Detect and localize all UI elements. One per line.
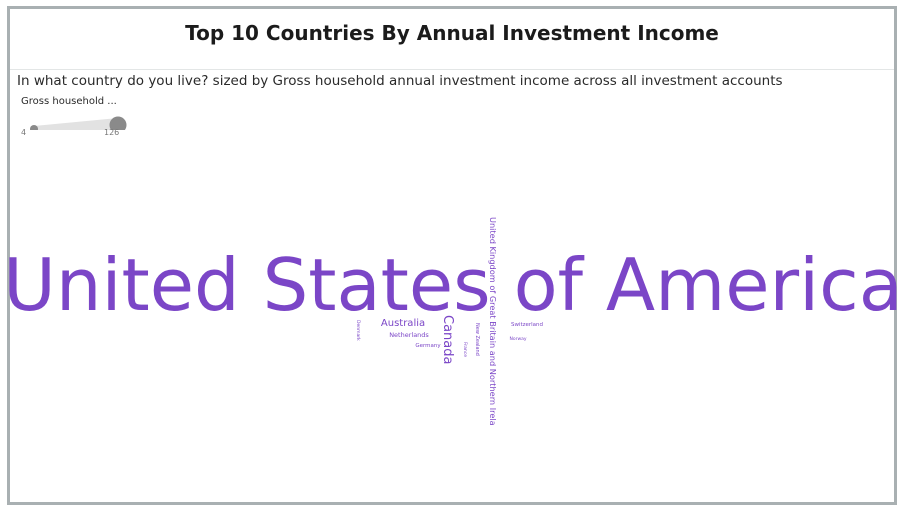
word-new-zealand[interactable]: New Zealand (474, 323, 480, 356)
word-germany[interactable]: Germany (415, 343, 441, 349)
size-legend-max: 126 (104, 128, 120, 137)
size-legend-min: 4 (21, 128, 27, 137)
word-united-states-of-america[interactable]: United States of America (3, 243, 903, 327)
size-legend-band (34, 118, 118, 130)
dashboard-frame: Top 10 Countries By Annual Investment In… (7, 6, 897, 505)
size-legend-min-dot (30, 125, 38, 130)
size-legend-title[interactable]: Gross household ... (21, 96, 117, 107)
title-bar: Top 10 Countries By Annual Investment In… (10, 9, 894, 70)
word-united-kingdom-of-great-britain-and-northern-irela[interactable]: United Kingdom of Great Britain and Nort… (488, 217, 498, 426)
word-france[interactable]: France (462, 342, 468, 357)
size-legend-max-dot (109, 116, 127, 130)
word-denmark[interactable]: Denmark (355, 320, 361, 341)
word-switzerland[interactable]: Switzerland (511, 322, 543, 328)
size-legend (30, 116, 127, 130)
word-norway[interactable]: Norway (509, 336, 526, 342)
chart-subtitle: In what country do you live? sized by Gr… (17, 73, 783, 89)
page-title: Top 10 Countries By Annual Investment In… (185, 21, 719, 45)
word-canada[interactable]: Canada (440, 315, 455, 364)
word-netherlands[interactable]: Netherlands (389, 331, 429, 339)
word-australia[interactable]: Australia (381, 318, 425, 329)
